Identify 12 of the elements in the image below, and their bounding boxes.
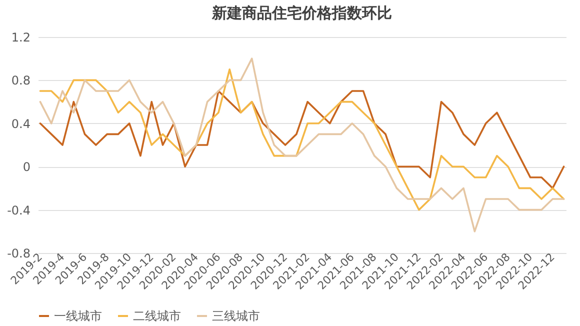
y-tick-label: -0.4 (7, 203, 30, 218)
line-series (39, 58, 565, 232)
y-tick-label: 0.4 (11, 116, 30, 131)
y-tick-label: 0.8 (11, 74, 30, 88)
legend-label: 二线城市 (133, 309, 181, 323)
y-tick-label: 1.2 (11, 30, 30, 44)
y-tick-label: 0 (22, 160, 30, 174)
chart-title: 新建商品住宅价格指数环比 (211, 4, 392, 22)
legend-label: 三线城市 (212, 309, 260, 323)
legend-label: 一线城市 (54, 309, 102, 323)
line-series (39, 68, 565, 211)
line-series (39, 90, 565, 190)
